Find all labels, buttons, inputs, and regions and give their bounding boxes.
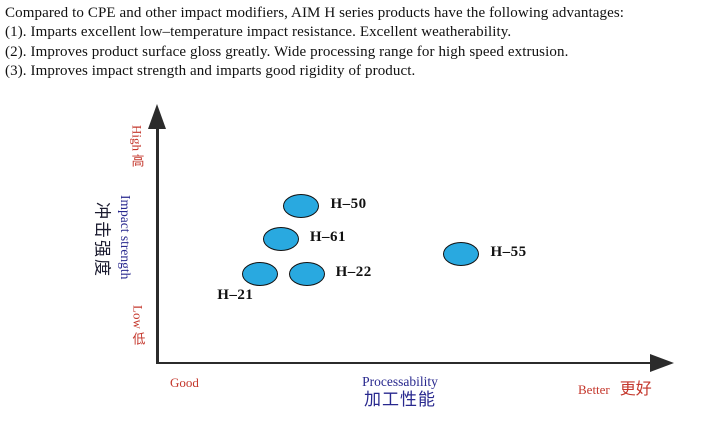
data-point-h61 (262, 227, 299, 252)
x-axis-better-label-en: Better (578, 382, 610, 397)
y-axis-title-en: Impact strength (118, 195, 133, 280)
x-axis-title: Processability 加工性能 (352, 373, 448, 409)
y-axis-high-label: High 高 (129, 125, 145, 168)
x-axis-better-label-cn: 更好 (619, 381, 652, 398)
data-point-label-h22: H–22 (335, 264, 372, 281)
y-axis-arrow-icon (148, 104, 166, 129)
intro-line-3: (2). Improves product surface gloss grea… (5, 43, 569, 60)
data-point-h21 (242, 262, 279, 287)
data-point-h22 (288, 262, 325, 287)
x-axis-title-cn: 加工性能 (364, 390, 436, 409)
x-axis-title-en: Processability (362, 374, 438, 389)
data-point-label-h50: H–50 (330, 196, 367, 213)
data-point-h55 (443, 242, 480, 267)
x-axis-better-label: Better 更好 (578, 375, 652, 399)
data-point-label-h55: H–55 (490, 244, 527, 261)
intro-line-1: Compared to CPE and other impact modifie… (5, 5, 625, 21)
intro-paragraph: Compared to CPE and other impact modifie… (5, 4, 703, 82)
y-axis-title-cn: 冲击强度 (92, 202, 112, 278)
y-axis-low-label: Low 低 (130, 305, 146, 346)
intro-line-4: (3). Improves impact strength and impart… (5, 63, 416, 80)
x-axis-good-label: Good (170, 375, 199, 390)
data-point-label-h21: H–21 (217, 287, 254, 304)
x-axis-line (156, 361, 654, 364)
data-point-label-h61: H–61 (309, 229, 346, 246)
data-point-h50 (283, 194, 320, 219)
x-axis-arrow-icon (650, 354, 674, 372)
y-axis-line (156, 124, 159, 363)
intro-line-2: (1). Imparts excellent low–temperature i… (5, 24, 512, 41)
